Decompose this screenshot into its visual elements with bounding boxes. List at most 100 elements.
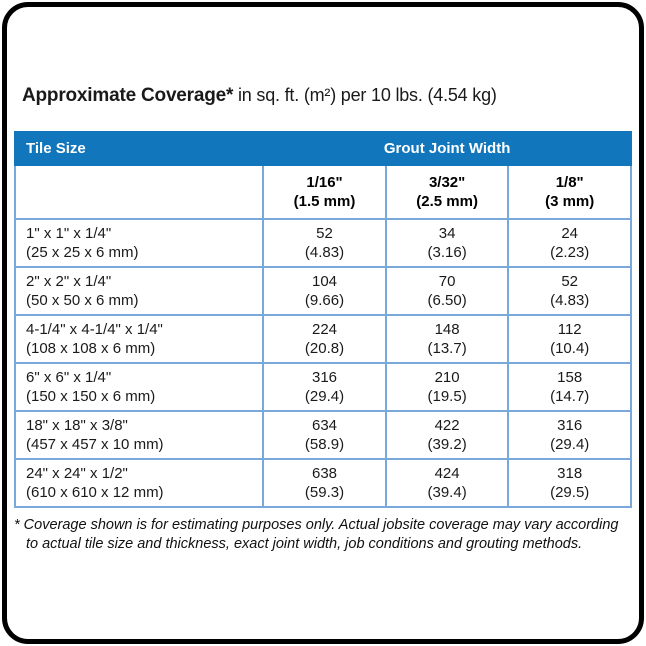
coverage-cell: 112 (10.4)	[507, 314, 632, 364]
coverage-sqft: 210	[434, 369, 460, 386]
card-content: Approximate Coverage* in sq. ft. (m²) pe…	[13, 0, 632, 554]
coverage-sqft: 634	[312, 417, 338, 434]
coverage-cell: 70 (6.50)	[384, 266, 510, 316]
page-title: Approximate Coverage* in sq. ft. (m²) pe…	[22, 84, 632, 107]
tile-size-mm: (50 x 50 x 6 mm)	[26, 292, 139, 309]
tile-size-inches: 6" x 6" x 1/4"	[26, 369, 112, 386]
tile-size-mm: (25 x 25 x 6 mm)	[26, 244, 139, 261]
coverage-sqft: 318	[557, 465, 583, 482]
coverage-m2: (9.66)	[304, 292, 345, 309]
grout-col-fraction: 1/16"	[306, 174, 343, 191]
tile-size-cell: 2" x 2" x 1/4" (50 x 50 x 6 mm)	[13, 266, 265, 316]
empty-corner-cell	[13, 164, 265, 220]
coverage-m2: (10.4)	[550, 340, 590, 357]
coverage-m2: (39.2)	[427, 436, 467, 453]
coverage-m2: (2.23)	[550, 244, 590, 261]
tile-size-mm: (610 x 610 x 12 mm)	[26, 484, 164, 501]
table-header-row: Tile Size Grout Joint Width	[13, 131, 632, 166]
tile-size-inches: 2" x 2" x 1/4"	[26, 273, 112, 290]
coverage-sqft: 70	[438, 273, 456, 290]
tile-size-header: Tile Size	[13, 131, 265, 166]
coverage-sqft: 422	[434, 417, 460, 434]
grout-col-fraction: 3/32"	[428, 174, 466, 191]
coverage-m2: (14.7)	[550, 388, 590, 405]
coverage-m2: (20.8)	[304, 340, 345, 357]
coverage-cell: 224 (20.8)	[262, 314, 387, 364]
grout-col-3-32: 3/32" (2.5 mm)	[384, 164, 510, 220]
tile-size-cell: 18" x 18" x 3/8" (457 x 457 x 10 mm)	[13, 410, 265, 460]
tile-size-inches: 1" x 1" x 1/4"	[26, 225, 112, 242]
coverage-sqft: 34	[438, 225, 456, 242]
coverage-sqft: 112	[557, 321, 582, 338]
tile-size-inches: 4-1/4" x 4-1/4" x 1/4"	[26, 321, 163, 338]
coverage-cell: 316 (29.4)	[262, 362, 387, 412]
table-row: 1" x 1" x 1/4" (25 x 25 x 6 mm) 52 (4.83…	[13, 218, 632, 268]
coverage-cell: 318 (29.5)	[507, 458, 632, 508]
table-row: 2" x 2" x 1/4" (50 x 50 x 6 mm) 104 (9.6…	[13, 266, 632, 316]
coverage-m2: (4.83)	[304, 244, 345, 261]
coverage-m2: (29.4)	[550, 436, 590, 453]
coverage-sqft: 52	[561, 273, 579, 290]
coverage-sqft: 316	[557, 417, 583, 434]
coverage-cell: 34 (3.16)	[384, 218, 510, 268]
footnote: * Coverage shown is for estimating purpo…	[14, 517, 619, 552]
tile-size-cell: 4-1/4" x 4-1/4" x 1/4" (108 x 108 x 6 mm…	[13, 314, 265, 364]
grout-col-metric: (2.5 mm)	[416, 193, 478, 210]
grout-col-fraction: 1/8"	[555, 174, 584, 191]
grout-col-1-8: 1/8" (3 mm)	[507, 164, 632, 220]
coverage-cell: 158 (14.7)	[507, 362, 632, 412]
table-row: 6" x 6" x 1/4" (150 x 150 x 6 mm) 316 (2…	[13, 362, 632, 412]
coverage-m2: (4.83)	[550, 292, 590, 309]
coverage-cell: 52 (4.83)	[507, 266, 632, 316]
tile-size-mm: (457 x 457 x 10 mm)	[26, 436, 164, 453]
coverage-cell: 422 (39.2)	[384, 410, 510, 460]
coverage-m2: (19.5)	[427, 388, 467, 405]
coverage-table: Tile Size Grout Joint Width 1/16" (1.5 m…	[13, 131, 632, 508]
coverage-m2: (29.5)	[550, 484, 590, 501]
tile-size-mm: (150 x 150 x 6 mm)	[26, 388, 156, 405]
coverage-sqft: 158	[557, 369, 583, 386]
coverage-m2: (58.9)	[304, 436, 345, 453]
coverage-cell: 24 (2.23)	[507, 218, 632, 268]
coverage-cell: 148 (13.7)	[384, 314, 510, 364]
coverage-sqft: 52	[316, 225, 333, 242]
grout-joint-width-header: Grout Joint Width	[262, 131, 632, 166]
coverage-cell: 638 (59.3)	[262, 458, 387, 508]
coverage-m2: (59.3)	[304, 484, 345, 501]
tile-size-inches: 24" x 24" x 1/2"	[26, 465, 128, 482]
coverage-sqft: 316	[312, 369, 338, 386]
coverage-cell: 52 (4.83)	[262, 218, 387, 268]
coverage-m2: (6.50)	[427, 292, 467, 309]
grout-col-metric: (3 mm)	[545, 193, 595, 210]
tile-size-cell: 24" x 24" x 1/2" (610 x 610 x 12 mm)	[13, 458, 265, 508]
coverage-sqft: 424	[434, 465, 460, 482]
coverage-m2: (3.16)	[427, 244, 467, 261]
coverage-m2: (29.4)	[304, 388, 345, 405]
coverage-sqft: 148	[434, 321, 460, 338]
coverage-sqft: 104	[312, 273, 338, 290]
coverage-sqft: 638	[312, 465, 338, 482]
coverage-m2: (39.4)	[427, 484, 467, 501]
grout-col-1-16: 1/16" (1.5 mm)	[262, 164, 387, 220]
coverage-sqft: 224	[312, 321, 338, 338]
grout-width-subheader-row: 1/16" (1.5 mm) 3/32" (2.5 mm) 1/8" (3 mm…	[13, 164, 632, 220]
table-body: 1" x 1" x 1/4" (25 x 25 x 6 mm) 52 (4.83…	[13, 218, 632, 508]
table-row: 18" x 18" x 3/8" (457 x 457 x 10 mm) 634…	[13, 410, 632, 460]
page-title-units: in sq. ft. (m²) per 10 lbs. (4.54 kg)	[233, 85, 497, 105]
tile-size-cell: 1" x 1" x 1/4" (25 x 25 x 6 mm)	[13, 218, 265, 268]
grout-col-metric: (1.5 mm)	[293, 193, 356, 210]
page-title-emphasis: Approximate Coverage*	[22, 85, 234, 106]
table-row: 4-1/4" x 4-1/4" x 1/4" (108 x 108 x 6 mm…	[13, 314, 632, 364]
coverage-cell: 424 (39.4)	[384, 458, 510, 508]
tile-size-cell: 6" x 6" x 1/4" (150 x 150 x 6 mm)	[13, 362, 265, 412]
coverage-cell: 104 (9.66)	[262, 266, 387, 316]
coverage-cell: 316 (29.4)	[507, 410, 632, 460]
coverage-cell: 210 (19.5)	[384, 362, 510, 412]
tile-size-inches: 18" x 18" x 3/8"	[26, 417, 128, 434]
coverage-cell: 634 (58.9)	[262, 410, 387, 460]
table-row: 24" x 24" x 1/2" (610 x 610 x 12 mm) 638…	[13, 458, 632, 508]
tile-size-mm: (108 x 108 x 6 mm)	[26, 340, 156, 357]
coverage-m2: (13.7)	[427, 340, 467, 357]
coverage-sqft: 24	[561, 225, 579, 242]
